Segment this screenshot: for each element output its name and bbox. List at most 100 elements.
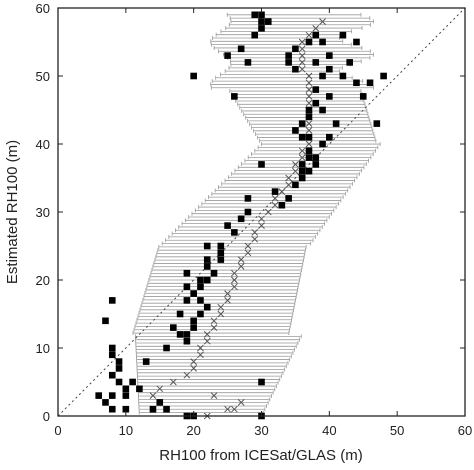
cross-point — [203, 331, 211, 338]
square-point — [197, 276, 204, 284]
y-axis-ticks: 0 10 20 30 40 50 60 — [36, 1, 465, 424]
square-point — [183, 269, 191, 277]
x-axis-label: RH100 from ICESat/GLAS (m) — [159, 447, 362, 464]
x-tick-label: 10 — [119, 423, 133, 438]
error-bar — [151, 268, 302, 273]
cross-point — [305, 140, 313, 148]
x-tick-label: 60 — [458, 423, 472, 438]
error-bar — [237, 102, 366, 107]
square-point — [305, 167, 313, 175]
square-point — [312, 161, 320, 168]
cross-point — [224, 297, 231, 304]
square-point — [346, 59, 353, 66]
error-bar — [255, 132, 375, 137]
square-point — [292, 65, 299, 73]
cross-point — [224, 405, 231, 413]
square-point — [298, 161, 306, 168]
cross-marker-series — [149, 18, 326, 420]
square-point — [305, 38, 313, 46]
error-bar — [171, 231, 319, 236]
square-point — [190, 72, 197, 80]
error-bars — [132, 12, 381, 415]
error-bar — [194, 208, 335, 213]
square-point — [203, 303, 211, 311]
cross-point — [210, 324, 218, 331]
cross-point — [231, 269, 238, 277]
error-bar — [218, 185, 351, 190]
square-point — [122, 405, 130, 413]
cross-point — [305, 99, 313, 107]
square-point — [244, 59, 252, 66]
square-point — [217, 242, 225, 250]
square-point — [142, 358, 150, 365]
cross-point — [271, 201, 279, 209]
cross-point — [285, 174, 292, 182]
cross-point — [292, 167, 299, 175]
error-bar — [229, 89, 362, 94]
cross-point — [237, 263, 245, 270]
square-point — [108, 344, 116, 352]
y-tick-label: 20 — [36, 273, 50, 288]
square-point — [122, 385, 130, 393]
error-bar — [142, 297, 296, 302]
error-bar — [191, 211, 332, 216]
y-tick-label: 0 — [43, 409, 50, 424]
y-tick-label: 10 — [36, 341, 50, 356]
square-point — [312, 31, 320, 39]
square-point — [190, 324, 197, 331]
square-point — [183, 331, 191, 338]
error-bar — [198, 205, 337, 210]
cross-point — [190, 365, 198, 372]
error-bar — [157, 248, 306, 253]
cross-point — [298, 59, 306, 66]
error-bar — [139, 307, 294, 312]
square-point — [203, 256, 211, 263]
square-point — [217, 256, 225, 263]
error-bar — [253, 128, 374, 133]
square-point — [326, 52, 333, 59]
square-point — [251, 31, 259, 39]
square-point — [305, 154, 313, 161]
square-point — [203, 263, 211, 270]
square-point — [319, 72, 326, 80]
y-axis-label: Estimated RH100 (m) — [4, 140, 21, 284]
cross-point — [319, 18, 326, 25]
one-to-one-line — [57, 7, 466, 417]
error-bar — [228, 65, 343, 70]
square-point — [108, 371, 116, 379]
cross-point — [305, 86, 313, 93]
square-point — [197, 297, 204, 304]
square-point — [298, 133, 306, 141]
square-point — [108, 351, 116, 359]
x-tick-label: 50 — [390, 423, 404, 438]
cross-point — [217, 310, 225, 318]
error-bar — [152, 264, 303, 269]
square-point — [244, 208, 252, 216]
cross-point — [298, 65, 306, 73]
cross-point — [169, 378, 177, 386]
error-bar — [224, 178, 356, 183]
error-bar — [143, 294, 297, 299]
square-point — [285, 59, 292, 66]
square-point — [305, 113, 313, 121]
cross-point — [210, 317, 218, 325]
cross-point — [244, 249, 252, 257]
error-bar — [148, 278, 300, 282]
square-point — [183, 297, 191, 304]
error-bar — [228, 22, 371, 27]
error-bar — [222, 52, 374, 57]
error-bar — [230, 19, 374, 24]
square-point — [278, 201, 286, 209]
cross-point — [271, 195, 279, 202]
x-axis-ticks: 0 10 20 30 40 50 60 — [54, 8, 472, 438]
cross-point — [203, 337, 211, 345]
error-bar — [257, 135, 376, 140]
square-point — [312, 86, 320, 93]
square-point — [305, 133, 313, 141]
cross-point — [298, 147, 306, 155]
error-bar — [247, 118, 371, 123]
error-bar — [161, 241, 312, 246]
square-point — [353, 79, 360, 87]
error-bar — [234, 168, 363, 173]
x-tick-label: 40 — [322, 423, 336, 438]
